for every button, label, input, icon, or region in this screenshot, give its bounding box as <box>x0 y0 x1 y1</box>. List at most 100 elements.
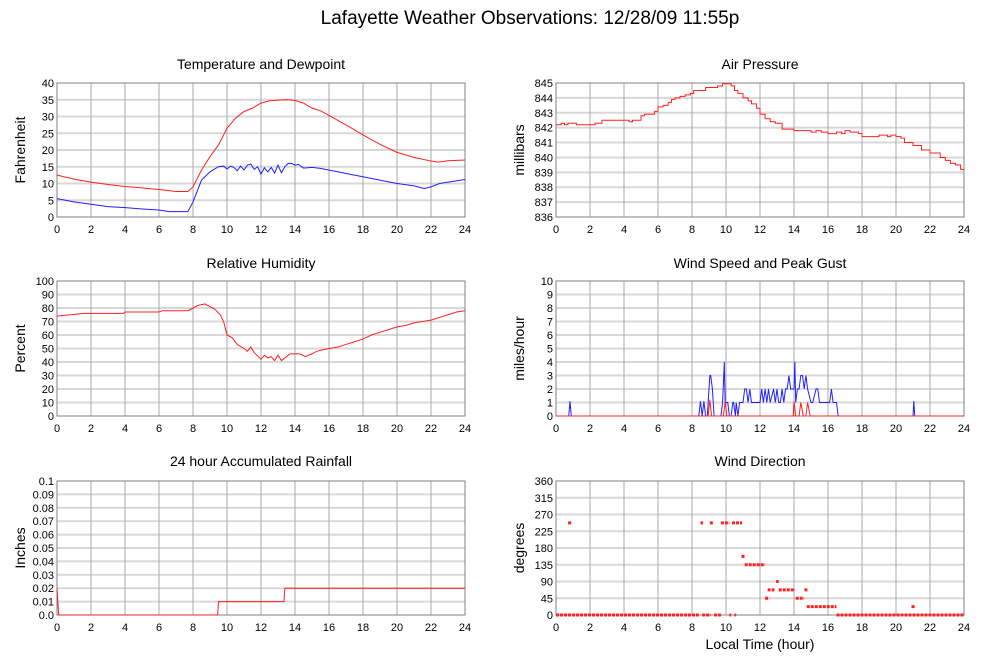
y-tick-label: 842 <box>535 123 553 135</box>
x-tick-label: 10 <box>720 423 732 435</box>
air-pressure-chart: Air Pressure8368378388398408418428438448… <box>511 56 970 236</box>
y-tick-label: 100 <box>36 276 54 288</box>
y-tick-label: 844 <box>535 93 553 105</box>
page-title: Lafayette Weather Observations: 12/28/09… <box>320 8 740 29</box>
x-tick-label: 2 <box>88 423 94 435</box>
x-tick-label: 10 <box>221 423 233 435</box>
x-tick-label: 12 <box>255 622 267 634</box>
y-tick-label: 836 <box>535 212 553 224</box>
y-tick-label: 0.08 <box>33 503 54 515</box>
x-tick-label: 18 <box>357 622 369 634</box>
relative-humidity-chart: Relative Humidity01020304050607080901000… <box>12 255 471 435</box>
y-tick-label: 0.07 <box>33 516 54 528</box>
x-tick-label: 20 <box>890 224 902 236</box>
x-tick-label: 12 <box>754 622 766 634</box>
x-tick-label: 0 <box>54 224 60 236</box>
x-tick-label: 12 <box>255 423 267 435</box>
x-tick-label: 4 <box>621 622 627 634</box>
x-tick-label: 20 <box>391 423 403 435</box>
y-tick-label: 2 <box>547 384 553 396</box>
y-tick-label: 0.02 <box>33 583 54 595</box>
y-axis-label: Inches <box>12 527 28 568</box>
y-tick-label: 0.04 <box>33 556 54 568</box>
x-tick-label: 14 <box>289 423 301 435</box>
x-tick-label: 6 <box>655 423 661 435</box>
y-tick-label: 0.03 <box>33 570 54 582</box>
plot-frame <box>555 82 965 218</box>
y-tick-label: 20 <box>42 145 54 157</box>
y-tick-label: 840 <box>535 152 553 164</box>
series-line-temperature <box>56 99 466 193</box>
chart-title: Temperature and Dewpoint <box>177 56 345 72</box>
x-tick-label: 16 <box>323 224 335 236</box>
x-tick-label: 4 <box>621 423 627 435</box>
x-tick-label: 6 <box>655 622 661 634</box>
x-tick-label: 8 <box>689 224 695 236</box>
y-tick-label: 180 <box>535 543 553 555</box>
series-line-relative-humidity <box>56 303 466 362</box>
y-tick-label: 839 <box>535 167 553 179</box>
y-tick-label: 843 <box>535 108 553 120</box>
x-tick-label: 20 <box>890 622 902 634</box>
rainfall-chart: 24 hour Accumulated Rainfall0.00.010.020… <box>12 453 471 634</box>
y-tick-label: 10 <box>541 276 553 288</box>
series-line-dewpoint <box>56 162 466 213</box>
y-tick-label: 8 <box>547 303 553 315</box>
x-tick-label: 10 <box>720 224 732 236</box>
y-tick-label: 225 <box>535 526 553 538</box>
y-tick-label: 0.05 <box>33 543 54 555</box>
y-tick-label: 0.09 <box>33 489 54 501</box>
x-tick-label: 22 <box>924 423 936 435</box>
series-line-wind-speed <box>556 361 964 417</box>
x-tick-label: 24 <box>459 224 471 236</box>
y-tick-label: 0.06 <box>33 530 54 542</box>
x-tick-label: 16 <box>323 622 335 634</box>
series-line-rainfall <box>56 587 465 616</box>
x-tick-label: 2 <box>587 622 593 634</box>
x-tick-label: 2 <box>88 224 94 236</box>
y-tick-label: 0 <box>547 610 553 622</box>
direction-point <box>741 554 745 558</box>
y-tick-label: 10 <box>42 398 54 410</box>
y-tick-label: 45 <box>541 593 553 605</box>
temperature-chart: Temperature and Dewpoint0510152025303540… <box>12 56 471 236</box>
x-tick-label: 10 <box>221 622 233 634</box>
plot-frame <box>56 82 466 218</box>
x-tick-label: 4 <box>122 622 128 634</box>
x-tick-label: 2 <box>88 622 94 634</box>
x-tick-label: 24 <box>958 622 970 634</box>
y-tick-label: 6 <box>547 330 553 342</box>
y-tick-label: 3 <box>547 371 553 383</box>
y-tick-label: 60 <box>42 330 54 342</box>
x-tick-label: 16 <box>822 622 834 634</box>
y-tick-label: 135 <box>535 560 553 572</box>
y-tick-label: 0.01 <box>33 597 54 609</box>
x-tick-label: 24 <box>459 622 471 634</box>
y-tick-label: 5 <box>48 195 54 207</box>
x-tick-label: 6 <box>156 622 162 634</box>
y-tick-label: 70 <box>42 317 54 329</box>
y-tick-label: 25 <box>42 128 54 140</box>
x-tick-label: 2 <box>587 224 593 236</box>
x-tick-label: 16 <box>822 423 834 435</box>
y-tick-label: 10 <box>42 179 54 191</box>
x-tick-label: 18 <box>856 423 868 435</box>
y-tick-label: 841 <box>535 138 553 150</box>
y-tick-label: 30 <box>42 112 54 124</box>
x-tick-label: 24 <box>958 423 970 435</box>
y-axis-label: millibars <box>511 124 527 175</box>
x-tick-label: 8 <box>190 224 196 236</box>
y-tick-label: 838 <box>535 182 553 194</box>
direction-point <box>911 605 915 609</box>
direction-point <box>804 588 808 592</box>
x-tick-label: 24 <box>459 423 471 435</box>
x-tick-label: 12 <box>754 423 766 435</box>
x-tick-label: 18 <box>856 224 868 236</box>
x-tick-label: 14 <box>788 423 800 435</box>
x-tick-label: 8 <box>190 423 196 435</box>
y-tick-label: 40 <box>42 78 54 90</box>
y-tick-label: 40 <box>42 357 54 369</box>
y-axis-label: miles/hour <box>511 316 527 381</box>
